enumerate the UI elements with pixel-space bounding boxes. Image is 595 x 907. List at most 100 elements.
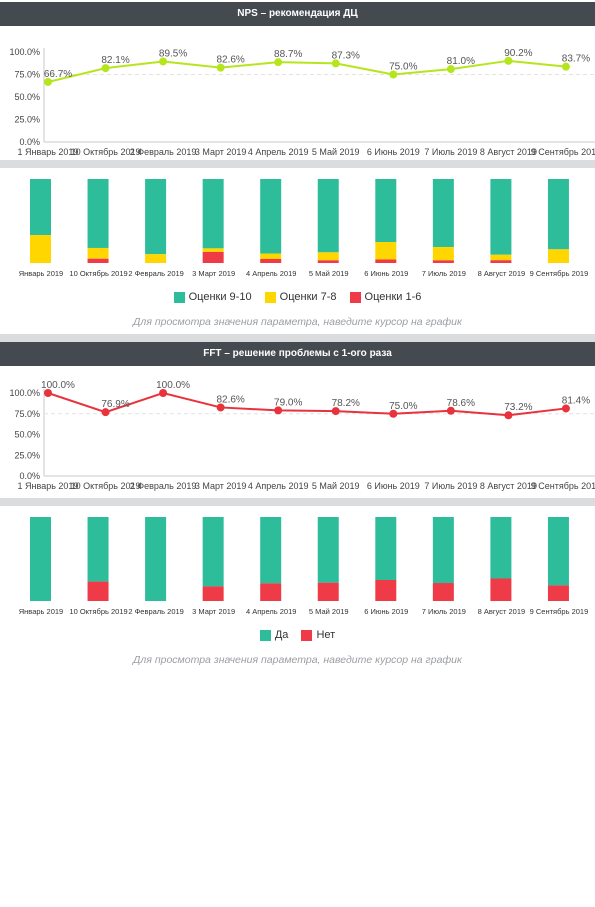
x-tick-label: 5 Май 2019	[312, 147, 360, 157]
bar-segment	[202, 251, 224, 263]
bar-segment	[432, 517, 454, 584]
data-point	[446, 65, 455, 74]
y-tick-label: 100.0%	[9, 47, 40, 57]
bar-segment	[260, 179, 282, 254]
fft-bars-panel: Январь 2019 10 Октябрь 2019 2 Февраль 2019…	[0, 506, 595, 672]
bar-segment	[30, 179, 51, 236]
x-tick-label: 8 Август 2019	[478, 607, 526, 616]
bar-segment	[547, 517, 569, 586]
nps-line-chart[interactable]: 0.0% 25.0% 50.0% 75.0% 100.0% 66.7% 82.1% 89.5%…	[0, 26, 595, 160]
data-point	[44, 77, 52, 86]
x-tick-label: 7 Июль 2019	[424, 147, 477, 157]
nps-hint: Для просмотра значения параметра, наведи…	[133, 316, 462, 328]
data-point	[159, 57, 168, 66]
divider	[0, 498, 595, 506]
divider	[0, 334, 595, 342]
fft-hint: Для просмотра значения параметра, наведи…	[133, 654, 462, 666]
data-label: 78.2%	[332, 398, 360, 409]
x-tick-label: 3 Март 2019	[195, 481, 247, 491]
legend-label: Оценки 7-8	[279, 291, 337, 303]
x-tick-label: 8 Август 2019	[478, 269, 526, 278]
data-label: 87.3%	[332, 50, 360, 61]
x-tick-label: 8 Август 2019	[480, 147, 537, 157]
x-tick-label: 5 Май 2019	[309, 269, 349, 278]
fft-stacked-bar-chart[interactable]: Январь 2019 10 Октябрь 2019 2 Февраль 2019…	[0, 506, 595, 621]
legend-item-no[interactable]: Нет	[301, 629, 335, 641]
legend-swatch	[259, 629, 271, 641]
data-label: 82.1%	[101, 55, 129, 66]
fft-section-header: FFT – решение проблемы с 1-ого раза	[0, 342, 595, 366]
fft-line-panel: 0.0% 25.0% 50.0% 75.0% 100.0% 100.0% 76.9% 100.…	[0, 366, 595, 498]
bar-segment	[260, 258, 282, 263]
bar-segment	[547, 179, 569, 250]
data-label: 81.0%	[447, 56, 475, 67]
bar-segment	[87, 247, 109, 259]
legend-label: Нет	[316, 629, 336, 641]
bar-segment	[317, 179, 339, 253]
series-line	[47, 391, 567, 417]
fft-line-chart[interactable]: 0.0%25.0%50.0%75.0%100.0%100.0%76.9%100.…	[0, 366, 595, 498]
legend-item-1-6[interactable]: Оценки 1-6	[349, 291, 422, 303]
bar-segment	[375, 179, 397, 242]
data-point	[101, 408, 110, 417]
x-tick-label: 6 Июнь 2019	[364, 607, 408, 616]
x-tick-label: Январь 2019	[19, 269, 63, 278]
data-label: 100.0%	[41, 380, 75, 391]
bar-segment	[317, 517, 339, 583]
bar-segment	[145, 517, 167, 601]
data-point	[216, 403, 225, 412]
data-point	[159, 389, 168, 397]
y-tick-label: 25.0%	[14, 115, 40, 125]
x-tick-label: 5 Май 2019	[309, 607, 349, 616]
x-tick-label: 9 Сентябрь 2019	[530, 269, 589, 278]
bar-segment	[547, 585, 569, 601]
x-tick-label: 10 Октябрь 2019	[69, 269, 127, 278]
bar-segment	[202, 586, 224, 601]
x-tick-label: 8 Август 2019	[480, 481, 537, 491]
y-tick-label: 100.0%	[9, 388, 40, 398]
bar-segment	[375, 242, 397, 260]
x-tick-label: 2 Февраль 2019	[130, 147, 197, 157]
x-tick-label: 9 Сентябрь 2019	[531, 147, 595, 157]
fft-title: FFT – решение проблемы с 1-ого раза	[203, 348, 392, 359]
bar-segment	[260, 253, 282, 259]
nps-stacked-bar-chart[interactable]: Январь 2019 10 Октябрь 2019 2 Февраль 2019…	[0, 168, 595, 283]
data-label: 89.5%	[159, 48, 187, 59]
x-tick-label: 4 Апрель 2019	[246, 607, 296, 616]
data-point	[331, 59, 340, 68]
y-tick-label: 25.0%	[14, 450, 40, 460]
x-tick-label: 1 Январь 2019	[18, 147, 79, 157]
x-tick-label: Январь 2019	[19, 607, 63, 616]
data-label: 75.0%	[389, 62, 417, 73]
bar-segment	[145, 179, 167, 255]
data-point	[389, 409, 398, 418]
divider	[0, 160, 595, 168]
x-tick-label: 10 Октябрь 2019	[71, 147, 141, 157]
y-tick-label: 50.0%	[14, 92, 40, 102]
legend-label: Оценки 1-6	[364, 291, 422, 303]
x-tick-label: 6 Июнь 2019	[367, 147, 420, 157]
bar-segment	[490, 578, 512, 601]
data-point	[101, 64, 110, 73]
bar-segment	[432, 583, 454, 601]
data-label: 83.7%	[562, 54, 590, 65]
legend-swatch	[301, 629, 313, 641]
legend-item-yes[interactable]: Да	[259, 629, 289, 641]
legend-item-7-8[interactable]: Оценки 7-8	[264, 291, 337, 303]
x-tick-label: 3 Март 2019	[195, 147, 247, 157]
x-tick-label: 9 Сентябрь 2019	[530, 607, 589, 616]
data-label: 82.6%	[216, 394, 244, 405]
y-tick-label: 0.0%	[19, 137, 40, 147]
y-tick-label: 0.0%	[19, 471, 40, 481]
legend-label: Да	[274, 629, 289, 641]
fft-legend: Да Нет	[0, 629, 595, 644]
bar-segment	[317, 582, 339, 601]
legend-swatch	[349, 291, 361, 303]
x-tick-label: 2 Февраль 2019	[130, 481, 197, 491]
nps-section-header: NPS – рекомендация ДЦ	[0, 2, 595, 26]
data-point	[504, 411, 513, 420]
legend-item-9-10[interactable]: Оценки 9-10	[173, 291, 252, 303]
nps-legend: Оценки 9-10 Оценки 7-8 Оценки 1-6	[0, 291, 595, 306]
legend-swatch	[173, 291, 185, 303]
data-label: 90.2%	[504, 48, 532, 59]
